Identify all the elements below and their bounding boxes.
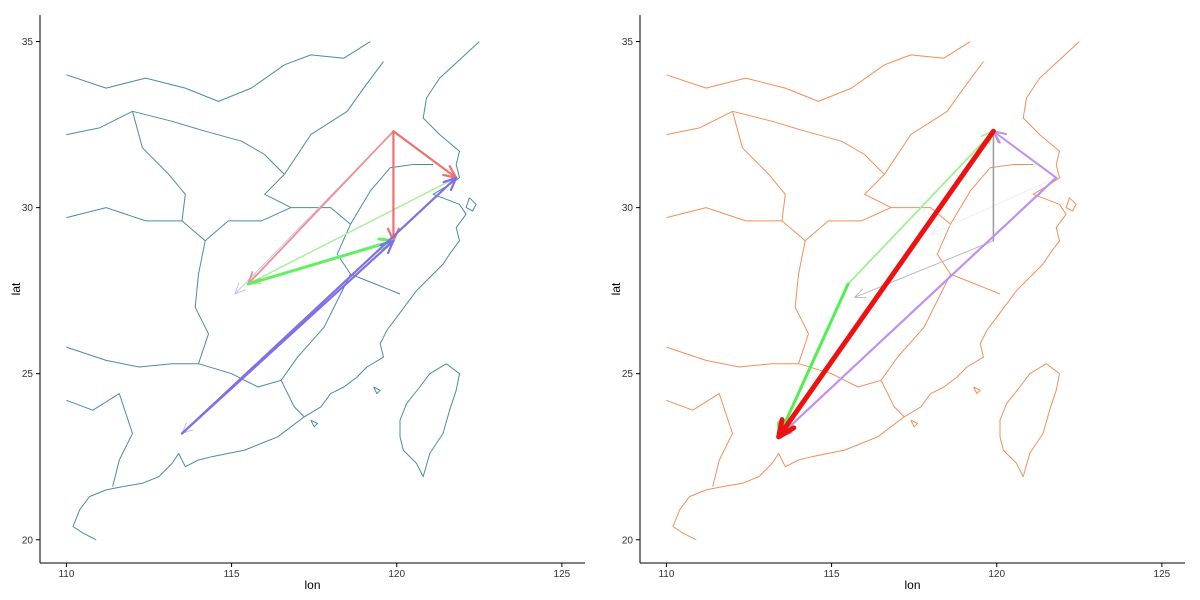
flow-line [180,239,395,435]
y-tick-label: 35 [622,37,634,48]
taiwan-outline [399,363,460,478]
flow-line [777,176,1058,438]
y-tick-label: 35 [22,37,34,48]
province-border [194,240,209,364]
island-outline [910,419,918,428]
arrow-head [379,239,395,255]
flow-line [247,176,457,285]
province-border [283,61,384,175]
flow-arrow [392,130,458,179]
x-tick-label: 125 [1154,569,1171,580]
province-border [66,346,199,368]
province-border [880,380,905,418]
x-tick-label: 120 [988,569,1005,580]
flow-arrow [777,282,850,439]
flow-arrows [180,130,458,435]
flow-line [247,130,395,285]
province-border [280,380,305,418]
flow-arrows [776,128,1058,440]
arrow-head [234,282,247,295]
x-tick-label: 115 [224,569,240,580]
province-border [666,346,799,368]
island-outline [465,197,477,212]
y-axis-title: lat [9,282,23,295]
taiwan-outline [999,363,1060,478]
province-border [66,393,133,487]
flow-line [992,130,1058,179]
y-tick-label: 25 [622,369,634,380]
province-border [666,164,1034,242]
province-border [883,61,984,175]
province-border [198,273,351,388]
y-tick-label: 30 [22,203,34,214]
island-outline [373,386,381,395]
arrow-head [930,225,943,235]
province-border [66,41,371,102]
flow-line [854,240,994,298]
flow-arrow [777,176,1058,438]
flow-arrow [386,130,400,242]
x-tick-label: 110 [658,569,674,580]
province-border [666,110,892,209]
y-tick-label: 25 [22,369,34,380]
flow-line [246,239,395,286]
arrow-head [854,288,867,299]
province-border [732,111,786,221]
flow-arrow [247,176,457,285]
flow-line [776,128,996,440]
province-border [794,240,809,364]
y-tick-label: 30 [622,203,634,214]
left-map-panel: 110 115 120 125 20 25 30 35 lon lat [9,15,585,592]
y-tick-label: 20 [22,535,34,546]
y-axis-title: lat [609,282,623,295]
y-tick-label: 20 [622,535,634,546]
province-border [66,110,292,209]
right-map-panel: 110 115 120 125 20 25 30 35 lon lat [609,15,1185,592]
flow-line [392,130,458,179]
flow-line [777,282,850,439]
x-axis-title: lon [304,578,320,592]
province-border [132,111,186,221]
x-tick-label: 125 [554,569,571,580]
map-layer [666,41,1080,541]
province-border [66,164,434,242]
flow-arrow [854,240,994,299]
x-tick-label: 110 [58,569,74,580]
x-tick-label: 115 [824,569,840,580]
flow-line [847,130,995,285]
province-border [798,273,951,388]
arrow-head [776,417,797,440]
flow-arrow [847,130,995,285]
x-tick-label: 120 [388,569,405,580]
flow-arrow [987,130,1000,242]
province-border [666,393,733,487]
island-outline [310,419,318,428]
flow-arrow [180,239,395,435]
flow-arrow [776,128,996,440]
flow-arrow [992,130,1058,179]
island-outline [1065,197,1077,212]
x-axis-title: lon [904,578,920,592]
island-outline [973,386,981,395]
map-layer [66,41,480,541]
arrow-head [442,176,458,192]
province-border [666,41,971,102]
